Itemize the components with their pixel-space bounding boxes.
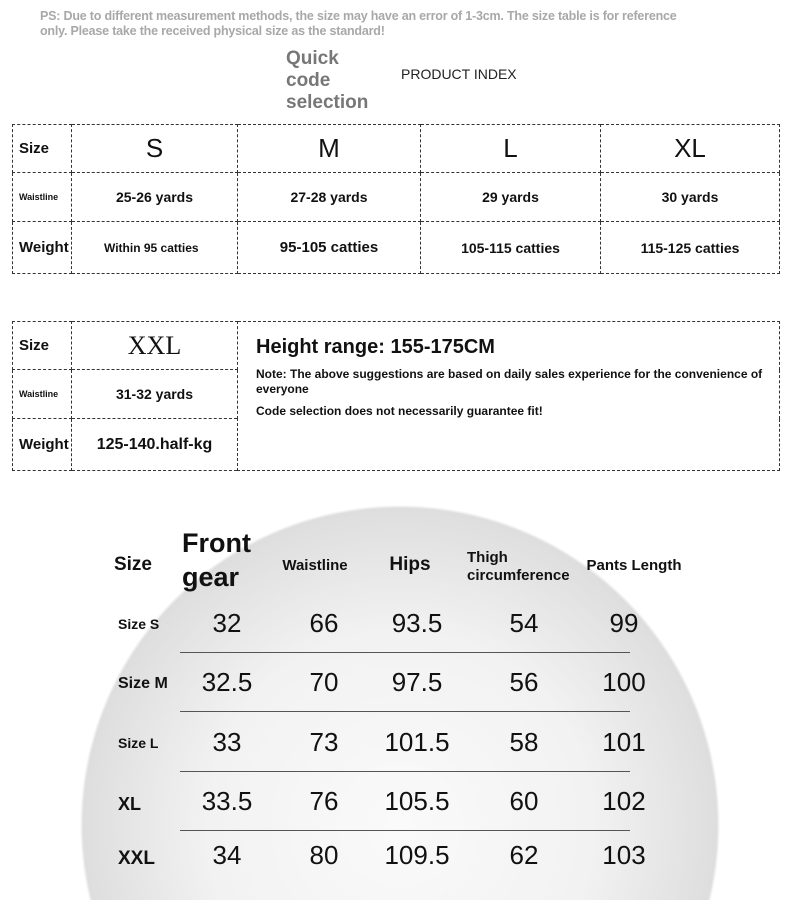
header-thigh: Thigh circumference xyxy=(467,549,570,584)
background-circle xyxy=(80,505,720,900)
row-divider xyxy=(180,771,630,772)
row-label: Size xyxy=(12,124,72,173)
weight-cell: 105-115 catties xyxy=(420,221,601,274)
waist-cell: 31-32 yards xyxy=(71,369,238,419)
measurement-value: 33.5 xyxy=(201,786,253,816)
measurement-value: 32.5 xyxy=(201,667,253,697)
row-divider xyxy=(180,652,630,653)
weight-cell: 95-105 catties xyxy=(237,221,421,274)
measurement-value: 33 xyxy=(212,727,242,757)
weight-cell: Within 95 catties xyxy=(71,221,238,274)
note-text: Note: The above suggestions are based on… xyxy=(256,367,763,396)
measurement-disclaimer: PS: Due to different measurement methods… xyxy=(40,9,677,38)
waist-cell: 25-26 yards xyxy=(71,172,238,222)
measurement-value: 101.5 xyxy=(384,727,450,757)
fit-note: Height range: 155-175CM Note: The above … xyxy=(237,321,780,471)
measurement-value: 105.5 xyxy=(384,786,450,816)
row-size-label: XXL xyxy=(118,848,155,869)
measurement-value: 62 xyxy=(509,840,539,870)
header-pants-length: Pants Length xyxy=(586,557,682,574)
table-row: Size S M L XL xyxy=(12,124,780,173)
table-row: Weight 125-140.half-kg xyxy=(12,418,780,471)
size-cell: XL xyxy=(600,124,780,173)
row-size-label: XL xyxy=(118,794,142,814)
fit-disclaimer: Code selection does not necessarily guar… xyxy=(256,404,543,418)
measurement-value: 101 xyxy=(602,727,646,757)
size-cell: XXL xyxy=(71,321,238,370)
height-range: Height range: 155-175CM xyxy=(256,336,495,358)
table-row: Size XXL Height range: 155-175CM Note: T… xyxy=(12,321,780,471)
row-size-label: Size M xyxy=(118,675,168,692)
header-hips: Hips xyxy=(389,554,431,575)
measurement-value: 60 xyxy=(509,786,539,816)
measurement-value: 109.5 xyxy=(384,840,450,870)
row-label: Weight xyxy=(12,418,72,471)
waist-cell: 29 yards xyxy=(420,172,601,222)
row-divider xyxy=(180,711,630,712)
size-table-1: Size S M L XL Waistline 25-26 yards 27-2… xyxy=(12,124,780,274)
measurement-value: 54 xyxy=(509,608,539,638)
size-cell: S xyxy=(71,124,238,173)
measurement-value: 102 xyxy=(602,786,646,816)
row-size-label: Size L xyxy=(118,735,159,751)
weight-cell: 125-140.half-kg xyxy=(71,418,238,471)
header-front-gear: Front gear xyxy=(182,528,251,592)
weight-cell: 115-125 catties xyxy=(600,221,780,274)
size-cell: M xyxy=(237,124,421,173)
quick-code-title: Quick code selection xyxy=(286,48,369,113)
measurement-value: 93.5 xyxy=(391,608,443,638)
measurement-value: 66 xyxy=(309,608,339,638)
measurement-value: 103 xyxy=(602,840,646,870)
measurement-value: 34 xyxy=(212,840,242,870)
measurement-value: 58 xyxy=(509,727,539,757)
row-label: Size xyxy=(12,321,72,370)
table-row: Weight Within 95 catties 95-105 catties … xyxy=(12,221,780,274)
measurement-value: 80 xyxy=(309,840,339,870)
row-divider xyxy=(180,830,630,831)
row-size-label: Size S xyxy=(118,616,160,632)
size-cell: L xyxy=(420,124,601,173)
table-row: Waistline 25-26 yards 27-28 yards 29 yar… xyxy=(12,172,780,222)
row-label: Waistline xyxy=(12,172,72,222)
header-waistline: Waistline xyxy=(282,557,348,574)
waist-cell: 27-28 yards xyxy=(237,172,421,222)
waist-cell: 30 yards xyxy=(600,172,780,222)
measurement-value: 97.5 xyxy=(391,667,443,697)
product-index-label: PRODUCT INDEX xyxy=(401,66,517,82)
row-label: Waistline xyxy=(12,369,72,419)
measurement-value: 100 xyxy=(602,667,646,697)
measurement-value: 32 xyxy=(212,608,242,638)
measurement-value: 76 xyxy=(309,786,339,816)
header-size: Size xyxy=(113,554,153,575)
measurement-value: 70 xyxy=(309,667,339,697)
measurement-value: 99 xyxy=(609,608,639,638)
size-table-2: Size XXL Height range: 155-175CM Note: T… xyxy=(12,321,780,471)
measurement-value: 73 xyxy=(309,727,339,757)
row-label: Weight xyxy=(12,221,72,274)
measurement-value: 56 xyxy=(509,667,539,697)
